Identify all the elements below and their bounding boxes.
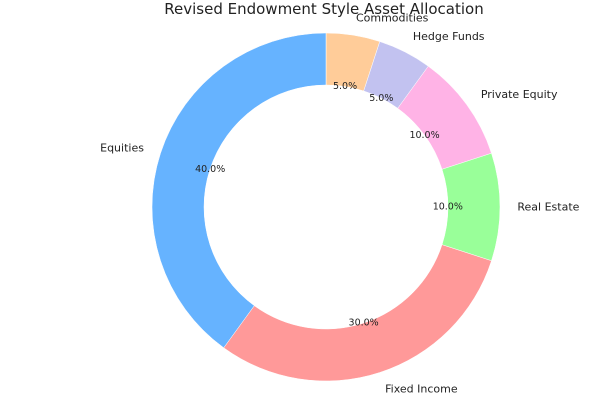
slice-percent-private-equity: 10.0% [409, 130, 439, 141]
labels-group: Commodities 5.0% Hedge Funds 5.0% Private Eq… [100, 11, 580, 395]
slices-group [151, 32, 501, 382]
slice-percent-equities: 40.0% [195, 164, 225, 175]
slice-fixed-income [223, 244, 492, 382]
slice-percent-hedge-funds: 5.0% [369, 93, 393, 104]
slice-percent-fixed-income: 30.0% [349, 317, 379, 328]
slice-label-hedge-funds: Hedge Funds [413, 30, 485, 43]
chart-title: Revised Endowment Style Asset Allocation [164, 0, 483, 18]
slice-percent-real-estate: 10.0% [433, 202, 463, 213]
slice-label-equities: Equities [100, 141, 144, 154]
slice-label-private-equity: Private Equity [481, 88, 558, 101]
slice-label-real-estate: Real Estate [517, 201, 579, 214]
slice-equities [151, 32, 327, 349]
slice-label-fixed-income: Fixed Income [385, 383, 458, 396]
slice-percent-commodities: 5.0% [333, 81, 357, 92]
slice-label-commodities: Commodities [356, 11, 429, 24]
